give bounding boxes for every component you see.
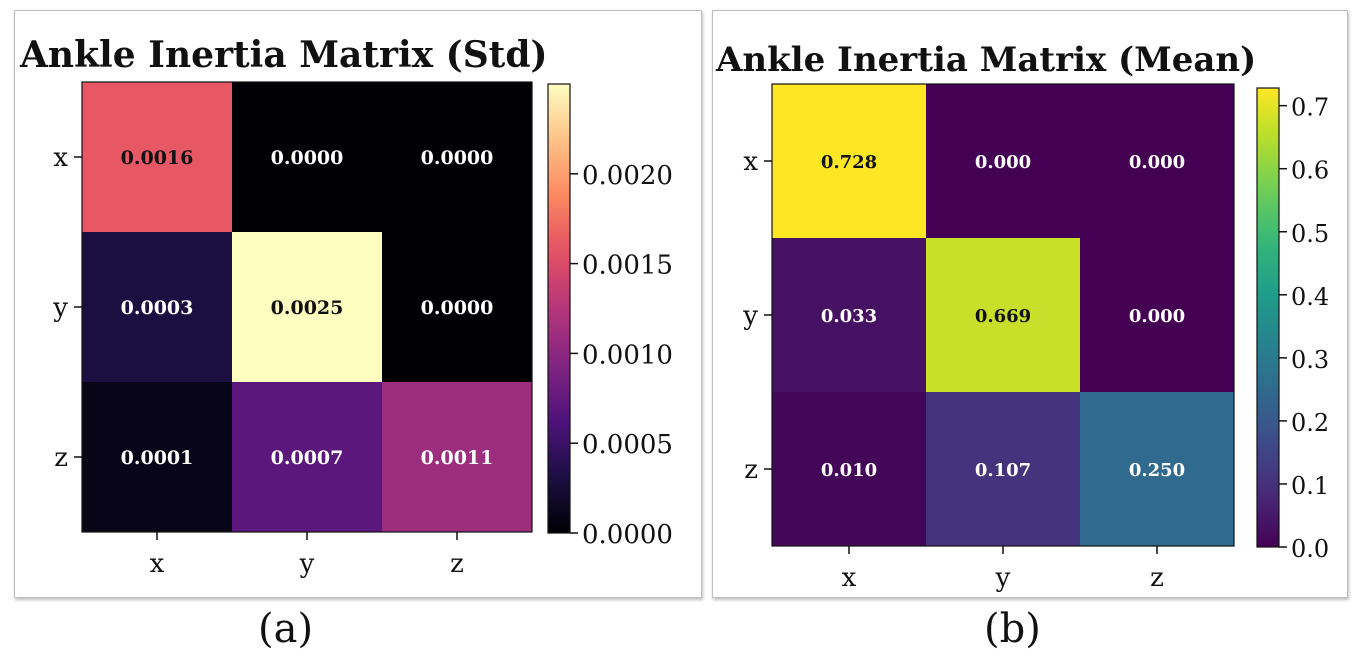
x-tick-label: x bbox=[150, 549, 165, 579]
std-heatmap-chart: Ankle Inertia Matrix (Std) 0.0016 0.0000 0… bbox=[19, 34, 673, 579]
colorbar-tick-label: 0.0005 bbox=[582, 430, 673, 460]
heatmap-cell bbox=[926, 238, 1081, 393]
cell-value-label: 0.0000 bbox=[271, 147, 344, 169]
x-tick-label: y bbox=[995, 563, 1011, 593]
colorbar-tick-label: 0.1 bbox=[1291, 472, 1329, 500]
cell-value-label: 0.0000 bbox=[421, 297, 494, 319]
heatmap-cell bbox=[232, 232, 383, 383]
colorbar-tick-label: 0.0010 bbox=[582, 340, 673, 370]
colorbar-tick-label: 0.0000 bbox=[582, 520, 673, 550]
heatmap-cell bbox=[382, 82, 533, 233]
cell-value-label: 0.000 bbox=[1129, 306, 1185, 327]
cell-value-label: 0.010 bbox=[821, 460, 877, 481]
heatmap-cell bbox=[232, 82, 383, 233]
heatmap-cell bbox=[926, 392, 1081, 547]
y-tick-label: y bbox=[742, 301, 758, 331]
cell-value-label: 0.250 bbox=[1129, 460, 1185, 481]
chart-title: Ankle Inertia Matrix (Std) bbox=[19, 34, 548, 76]
y-tick-label: x bbox=[53, 143, 68, 173]
cell-value-label: 0.000 bbox=[1129, 152, 1185, 173]
colorbar-tick-label: 0.5 bbox=[1291, 220, 1329, 248]
heatmap-cell bbox=[1080, 392, 1235, 547]
cell-value-label: 0.033 bbox=[821, 306, 877, 327]
cell-value-label: 0.0025 bbox=[271, 297, 344, 319]
colorbar bbox=[1256, 87, 1280, 548]
caption-b: (b) bbox=[984, 606, 1041, 652]
heatmap-cell bbox=[82, 232, 233, 383]
heatmap-cell bbox=[82, 82, 233, 233]
heatmap-cell bbox=[772, 238, 927, 393]
heatmap-cell bbox=[1080, 84, 1235, 239]
colorbar-tick-label: 0.2 bbox=[1291, 409, 1329, 437]
cell-value-label: 0.728 bbox=[821, 152, 877, 173]
colorbar-tick-label: 0.0020 bbox=[582, 161, 673, 191]
colorbar-tick-label: 0.0015 bbox=[582, 251, 673, 281]
cell-value-label: 0.0011 bbox=[421, 447, 494, 469]
heatmap-cell bbox=[232, 382, 383, 533]
heatmap-cell bbox=[772, 84, 927, 239]
y-tick-label: x bbox=[743, 147, 758, 177]
colorbar-tick-label: 0.3 bbox=[1291, 346, 1329, 374]
heatmap-cell bbox=[1080, 238, 1235, 393]
cell-value-label: 0.000 bbox=[975, 152, 1031, 173]
x-tick-label: x bbox=[842, 563, 857, 593]
cell-value-label: 0.0003 bbox=[121, 297, 194, 319]
y-tick-label: z bbox=[54, 443, 68, 473]
y-tick-label: z bbox=[744, 455, 758, 485]
x-tick-label: y bbox=[299, 549, 315, 579]
colorbar-tick-label: 0.6 bbox=[1291, 157, 1329, 185]
heatmap-cell bbox=[382, 382, 533, 533]
cell-value-label: 0.0016 bbox=[121, 147, 194, 169]
colorbar bbox=[547, 83, 571, 534]
cell-value-label: 0.0001 bbox=[121, 447, 194, 469]
colorbar-tick-label: 0.7 bbox=[1291, 94, 1329, 122]
colorbar-tick-label: 0.4 bbox=[1291, 283, 1329, 311]
cell-value-label: 0.0000 bbox=[421, 147, 494, 169]
chart-title: Ankle Inertia Matrix (Mean) bbox=[715, 40, 1256, 80]
cell-value-label: 0.107 bbox=[975, 460, 1031, 481]
heatmap-cell bbox=[772, 392, 927, 547]
heatmap-panel-std: Ankle Inertia Matrix (Std) 0.0016 0.0000 0… bbox=[14, 10, 702, 598]
cell-value-label: 0.669 bbox=[975, 306, 1031, 327]
y-tick-label: y bbox=[52, 293, 68, 323]
heatmap-cell bbox=[926, 84, 1081, 239]
caption-a: (a) bbox=[258, 606, 314, 652]
x-tick-label: z bbox=[450, 549, 464, 579]
cell-value-label: 0.0007 bbox=[271, 447, 344, 469]
heatmap-cell bbox=[82, 382, 233, 533]
heatmap-panel-mean: Ankle Inertia Matrix (Mean) 0.728 0.000 0.… bbox=[712, 10, 1348, 598]
heatmap-cell bbox=[382, 232, 533, 383]
x-tick-label: z bbox=[1150, 563, 1164, 593]
mean-heatmap-chart: Ankle Inertia Matrix (Mean) 0.728 0.000 0.… bbox=[715, 40, 1329, 593]
colorbar-tick-label: 0.0 bbox=[1291, 535, 1329, 563]
